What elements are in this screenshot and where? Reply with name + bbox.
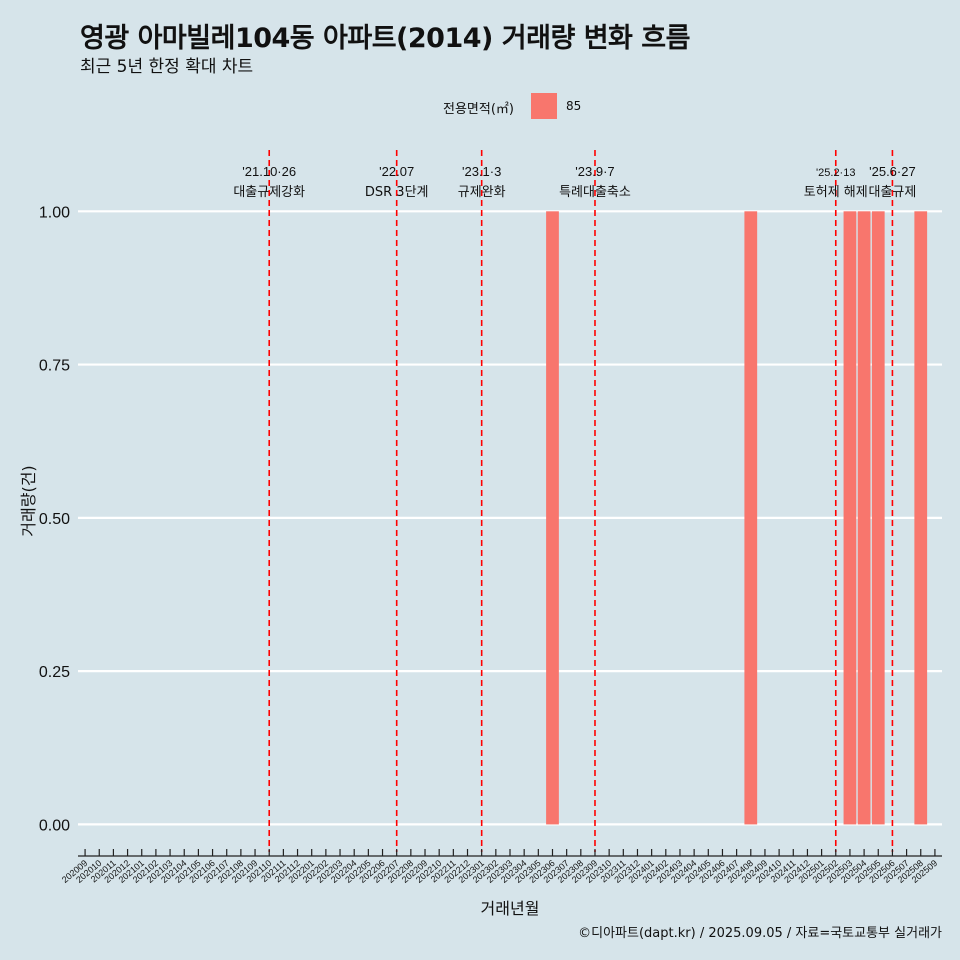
legend-key-85 [531, 93, 557, 119]
event-date-label: '25.6·27 [869, 164, 916, 179]
legend-title: 전용면적(㎡) [443, 102, 514, 117]
chart-title: 영광 아마빌레104동 아파트(2014) 거래량 변화 흐름 [80, 23, 690, 54]
bar-202504 [857, 211, 871, 825]
event-date-label: '22.07 [379, 164, 414, 179]
y-tick-label: 0.00 [39, 817, 70, 834]
event-name-label: DSR 3단계 [365, 185, 429, 200]
bar-202508 [914, 211, 928, 825]
y-tick-label: 1.00 [39, 204, 70, 221]
event-date-label: '21.10·26 [242, 164, 296, 179]
event-name-label: 규제완화 [458, 185, 506, 200]
legend: 전용면적(㎡) 85 [0, 93, 960, 121]
y-tick-label: 0.50 [39, 511, 70, 528]
x-axis-title: 거래년월 [481, 899, 540, 918]
bar-202306 [546, 211, 559, 825]
event-name-label: 대출규제강화 [233, 185, 305, 200]
event-name-label: 특례대출축소 [559, 185, 631, 200]
y-tick-label: 0.25 [39, 664, 70, 681]
event-name-label: 대출규제 [869, 185, 917, 200]
event-name-label: 토허제 해제 [804, 185, 868, 200]
chart-subtitle: 최근 5년 한정 확대 차트 [80, 57, 254, 77]
y-tick-label: 0.75 [39, 358, 70, 375]
event-date-label: '23.9·7 [575, 164, 614, 179]
bar-202503 [843, 211, 857, 825]
y-axis-title: 거래량(건) [19, 465, 38, 536]
legend-label-85: 85 [566, 99, 582, 113]
event-date-label: '25.2·13 [816, 167, 855, 179]
bar-202408 [744, 211, 758, 825]
event-date-label: '23.1·3 [462, 164, 501, 179]
source-caption: ©디아파트(dapt.kr) / 2025.09.05 / 자료=국토교통부 실… [578, 926, 942, 941]
bar-202505 [871, 211, 885, 825]
